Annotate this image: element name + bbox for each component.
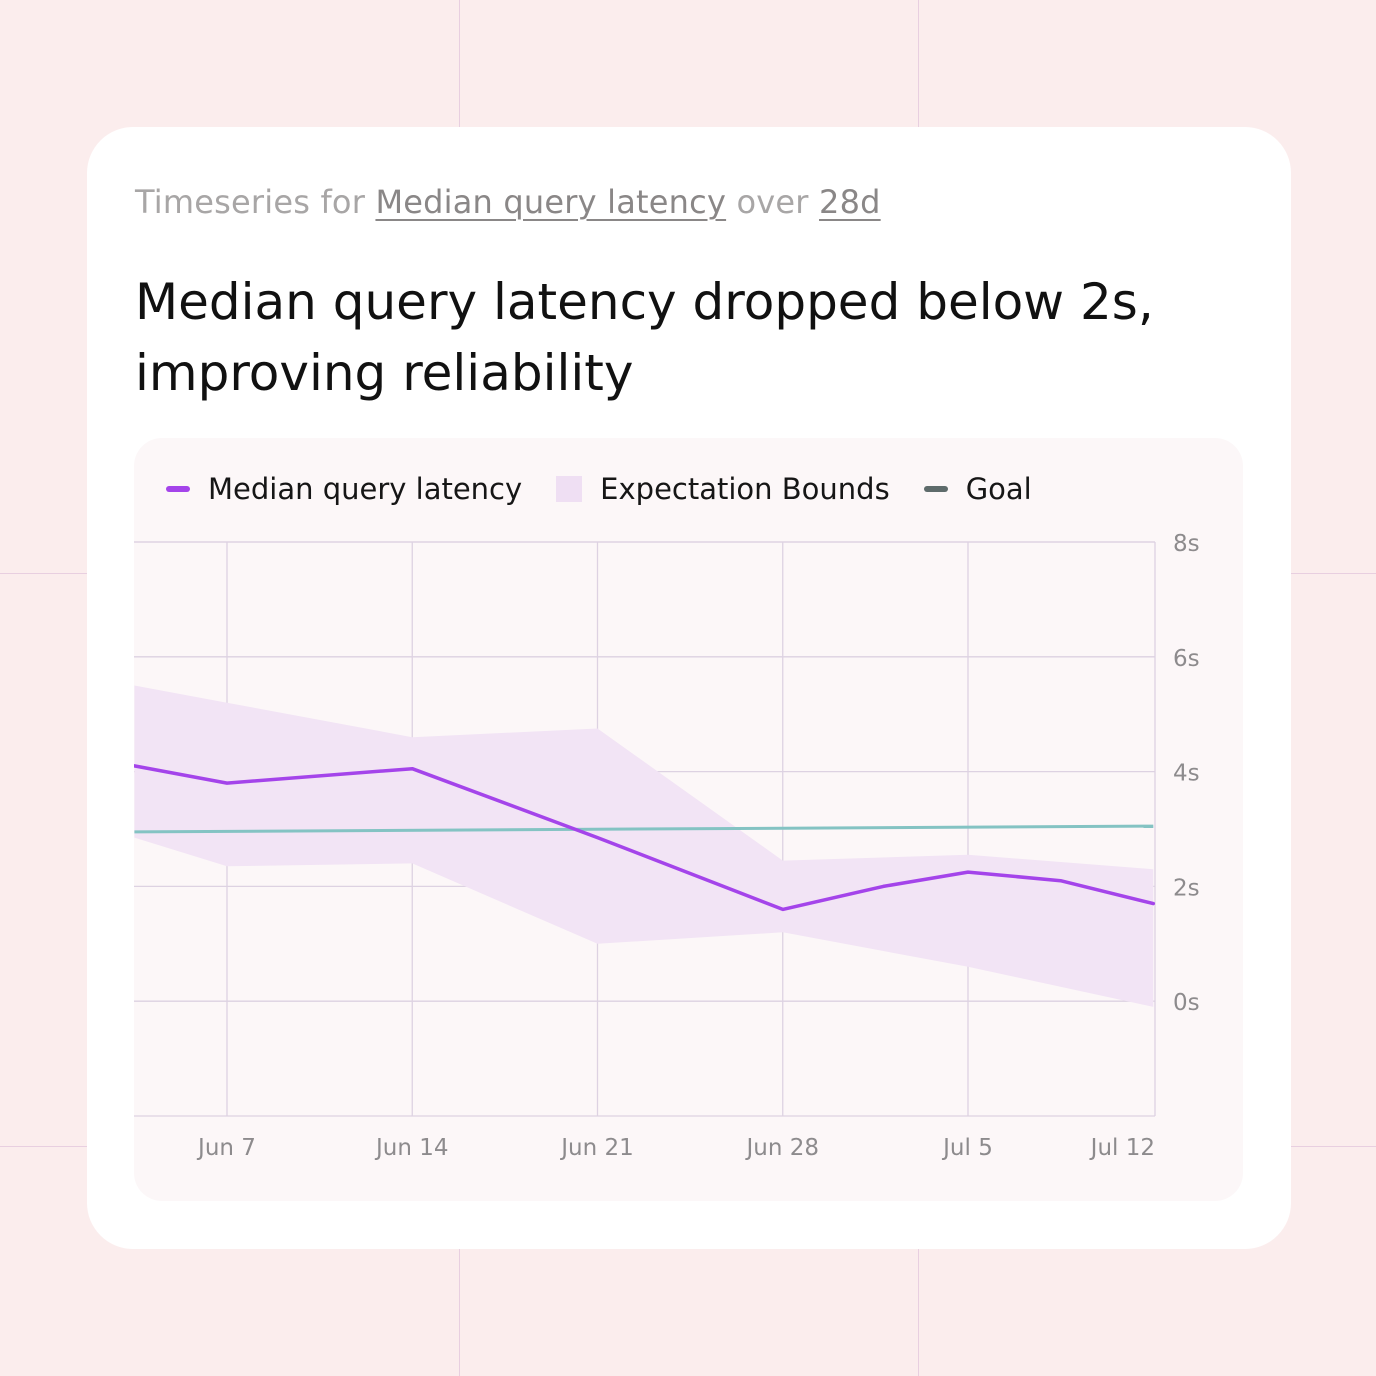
legend-item-bounds[interactable]: Expectation Bounds [556,472,890,506]
median-latency-line [134,764,1156,912]
x-tick-label: Jun 14 [374,1135,449,1161]
legend-swatch-bounds [556,476,583,502]
subtitle-mid: over [736,183,809,221]
chart-panel: Median query latency Expectation Bounds … [134,438,1243,1201]
period-link[interactable]: 28d [819,183,881,221]
x-tick-label: Jun 7 [196,1135,256,1161]
chart-plot: 8s 6s 4s 2s 0s Jun 7 Jun 14 Jun 21 Jun 28 Jul 5 Ju… [134,531,1200,1161]
legend-item-median[interactable]: Median query latency [166,472,522,506]
legend-label-median: Median query latency [208,472,523,506]
y-tick-label: 0s [1173,990,1200,1016]
y-tick-label: 8s [1173,531,1200,557]
expectation-bounds-area [134,685,1154,1007]
goal-line [134,824,1154,834]
chart-card: Timeseries for Median query latency over… [87,127,1291,1249]
chart-subtitle: Timeseries for Median query latency over… [135,183,881,221]
x-tick-label: Jun 21 [559,1135,634,1161]
subtitle-prefix: Timeseries for [135,183,366,221]
chart-legend: Median query latency Expectation Bounds … [166,472,1066,506]
x-tick-label: Jun 28 [744,1135,819,1161]
x-tick-label: Jul 5 [941,1135,993,1161]
y-tick-label: 4s [1173,761,1200,787]
x-tick-label: Jul 12 [1089,1135,1155,1161]
metric-link[interactable]: Median query latency [375,183,727,221]
y-tick-label: 6s [1173,646,1200,672]
legend-item-goal[interactable]: Goal [923,472,1032,506]
y-tick-label: 2s [1173,875,1200,901]
chart-headline: Median query latency dropped below 2s, i… [135,273,1154,402]
legend-swatch-median [166,486,190,492]
legend-label-goal: Goal [965,472,1032,506]
legend-swatch-goal [923,486,948,492]
legend-label-bounds: Expectation Bounds [600,472,890,506]
